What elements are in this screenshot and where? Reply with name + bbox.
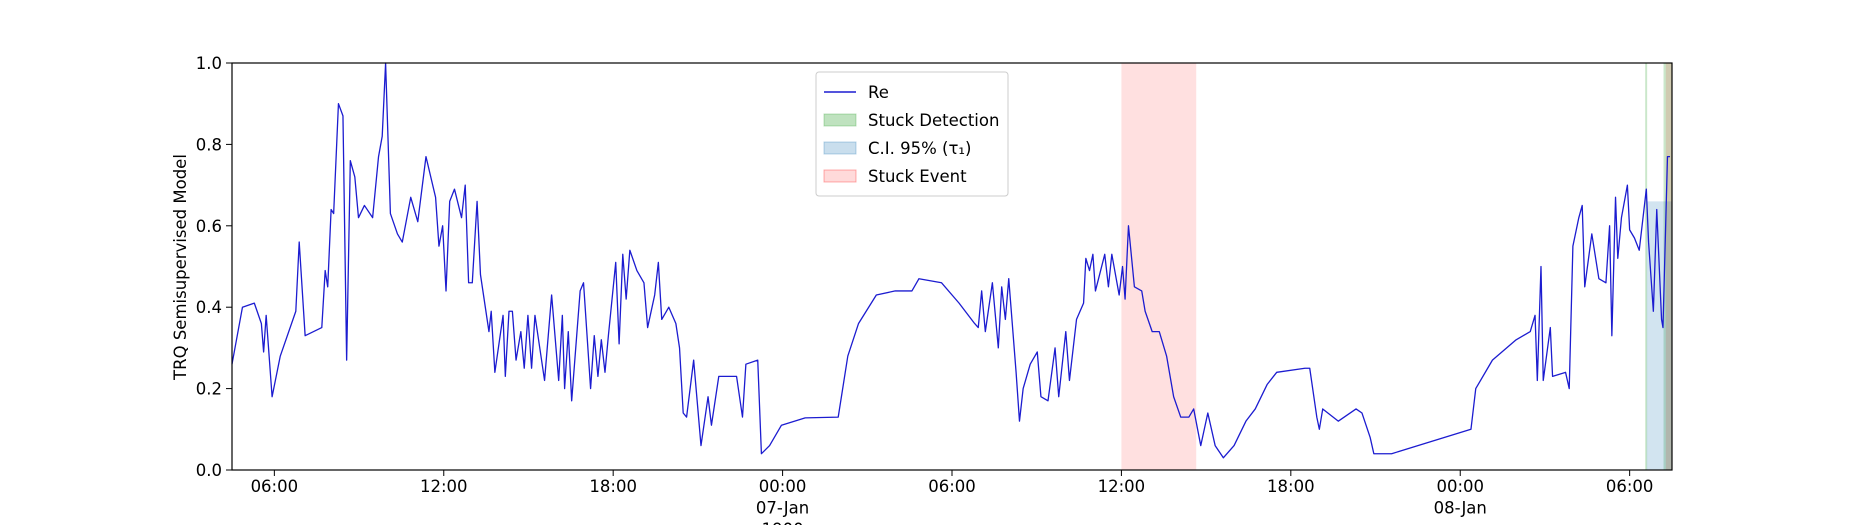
- y-tick-label: 0.8: [196, 135, 222, 154]
- span: [1665, 63, 1672, 470]
- x-tick-label: 00:00 08-Jan: [1434, 477, 1487, 518]
- span: [1645, 63, 1648, 470]
- y-tick-label: 0.6: [196, 217, 222, 236]
- legend: Re Stuck Detection C.I. 95% (τ₁) Stuck Even…: [815, 71, 1009, 197]
- y-tick-label: 0.4: [196, 298, 222, 317]
- y-tick-label: 0.0: [196, 461, 222, 480]
- x-tick-label: 12:00: [1098, 477, 1146, 496]
- y-tick-label: 1.0: [196, 54, 222, 73]
- legend-patch: [823, 113, 857, 127]
- legend-label: C.I. 95% (τ₁): [868, 139, 971, 158]
- span: [1663, 63, 1672, 470]
- x-tick-label: 18:00: [1267, 477, 1315, 496]
- x-tick-label: 06:00: [251, 477, 299, 496]
- line-series: [231, 62, 1671, 459]
- legend-box: [815, 71, 1009, 197]
- y-axis-label: TRQ Semisupervised Model: [171, 154, 190, 381]
- x-tick-label: 06:00: [1606, 477, 1654, 496]
- x-tick-label: 12:00: [420, 477, 468, 496]
- x-tick-label: 18:00: [589, 477, 637, 496]
- legend-patch: [823, 169, 857, 183]
- x-tick-label: 06:00: [928, 477, 976, 496]
- legend-label: Re: [868, 83, 889, 102]
- span: [1646, 201, 1672, 470]
- legend-label: Stuck Event: [868, 167, 967, 186]
- span: [1121, 63, 1197, 470]
- legend-patch: [823, 141, 857, 155]
- y-tick-label: 0.2: [196, 380, 222, 399]
- legend-label: Stuck Detection: [868, 111, 999, 130]
